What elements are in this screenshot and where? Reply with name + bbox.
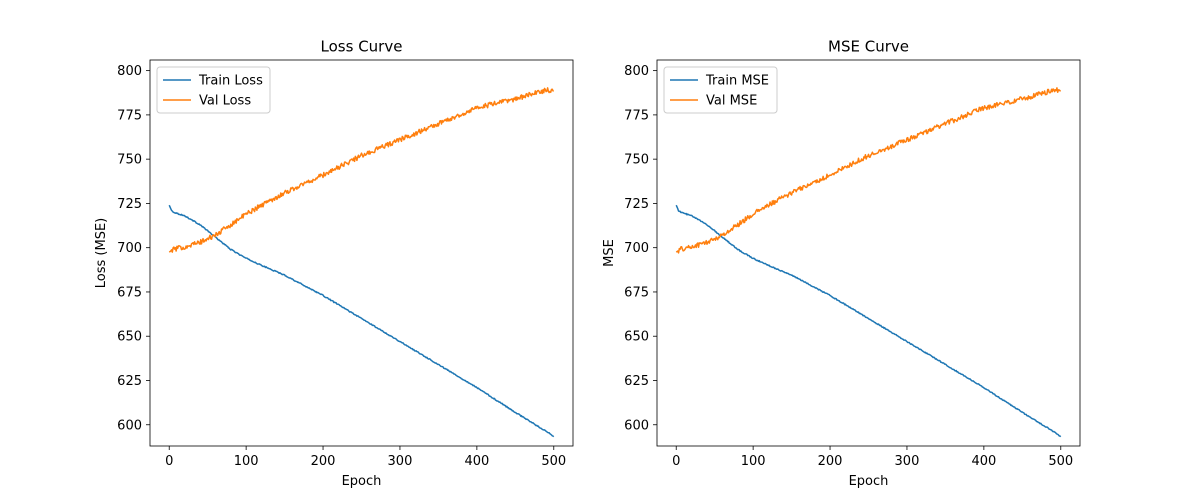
y-axis-label: MSE — [602, 239, 617, 267]
axes-frame — [656, 59, 1081, 447]
x-tick-label: 500 — [1048, 454, 1073, 469]
y-tick-label: 700 — [624, 241, 649, 256]
chart-title: MSE Curve — [828, 38, 909, 56]
x-tick-label: 100 — [741, 454, 766, 469]
y-axis-label: Loss (MSE) — [94, 218, 109, 288]
y-tick-label: 600 — [624, 418, 649, 433]
x-tick-label: 300 — [895, 454, 920, 469]
x-tick-label: 500 — [541, 454, 566, 469]
plot-marks: 0 100 200 300 400 500 600 625 650 675 700 725 750 775… — [624, 59, 1081, 469]
legend-entry: Train Loss — [198, 74, 263, 89]
y-tick-label: 750 — [117, 153, 142, 168]
series-line-train — [675, 204, 1062, 438]
legend-entry: Train MSE — [705, 74, 769, 89]
x-tick-label: 300 — [388, 454, 413, 469]
x-tick-label: 400 — [464, 454, 489, 469]
x-tick-label: 200 — [311, 454, 336, 469]
plot-marks: 0 100 200 300 400 500 600 625 650 675 700 725 750 775… — [117, 59, 574, 469]
y-tick-label: 725 — [624, 197, 649, 212]
x-tick-label: 0 — [672, 454, 680, 469]
y-tick-label: 600 — [117, 418, 142, 433]
y-tick-label: 675 — [624, 285, 649, 300]
y-tick-label: 650 — [117, 330, 142, 345]
legend-entry: Val Loss — [199, 94, 251, 109]
legend-box — [156, 66, 271, 114]
x-axis-label: Epoch — [342, 474, 382, 489]
legend-entry: Val MSE — [706, 94, 757, 109]
y-tick-label: 650 — [624, 330, 649, 345]
axes-frame — [149, 59, 574, 447]
mse-curve-panel: MSE Curve Epoch MSE 0 100 200 300 400 500 600 6… — [602, 38, 1081, 489]
y-tick-label: 700 — [117, 241, 142, 256]
y-tick-label: 775 — [624, 108, 649, 123]
x-axis-label: Epoch — [849, 474, 889, 489]
legend: Train Loss Val Loss — [156, 66, 271, 114]
y-tick-label: 625 — [117, 374, 142, 389]
x-tick-label: 400 — [971, 454, 996, 469]
y-tick-label: 750 — [624, 153, 649, 168]
y-tick-label: 800 — [117, 64, 142, 79]
x-tick-label: 200 — [818, 454, 843, 469]
y-tick-label: 775 — [117, 108, 142, 123]
legend: Train MSE Val MSE — [663, 66, 778, 114]
x-tick-label: 0 — [165, 454, 173, 469]
y-tick-label: 625 — [624, 374, 649, 389]
legend-box — [663, 66, 778, 114]
series-line-val — [168, 87, 554, 253]
y-tick-label: 675 — [117, 285, 142, 300]
chart-title: Loss Curve — [321, 38, 403, 56]
series-line-val — [675, 87, 1061, 254]
y-tick-label: 725 — [117, 197, 142, 212]
y-tick-label: 800 — [624, 64, 649, 79]
x-tick-label: 100 — [234, 454, 259, 469]
loss-curve-panel: Loss Curve Epoch Loss (MSE) 0 100 200 300 40… — [94, 38, 574, 489]
series-line-train — [168, 204, 555, 438]
